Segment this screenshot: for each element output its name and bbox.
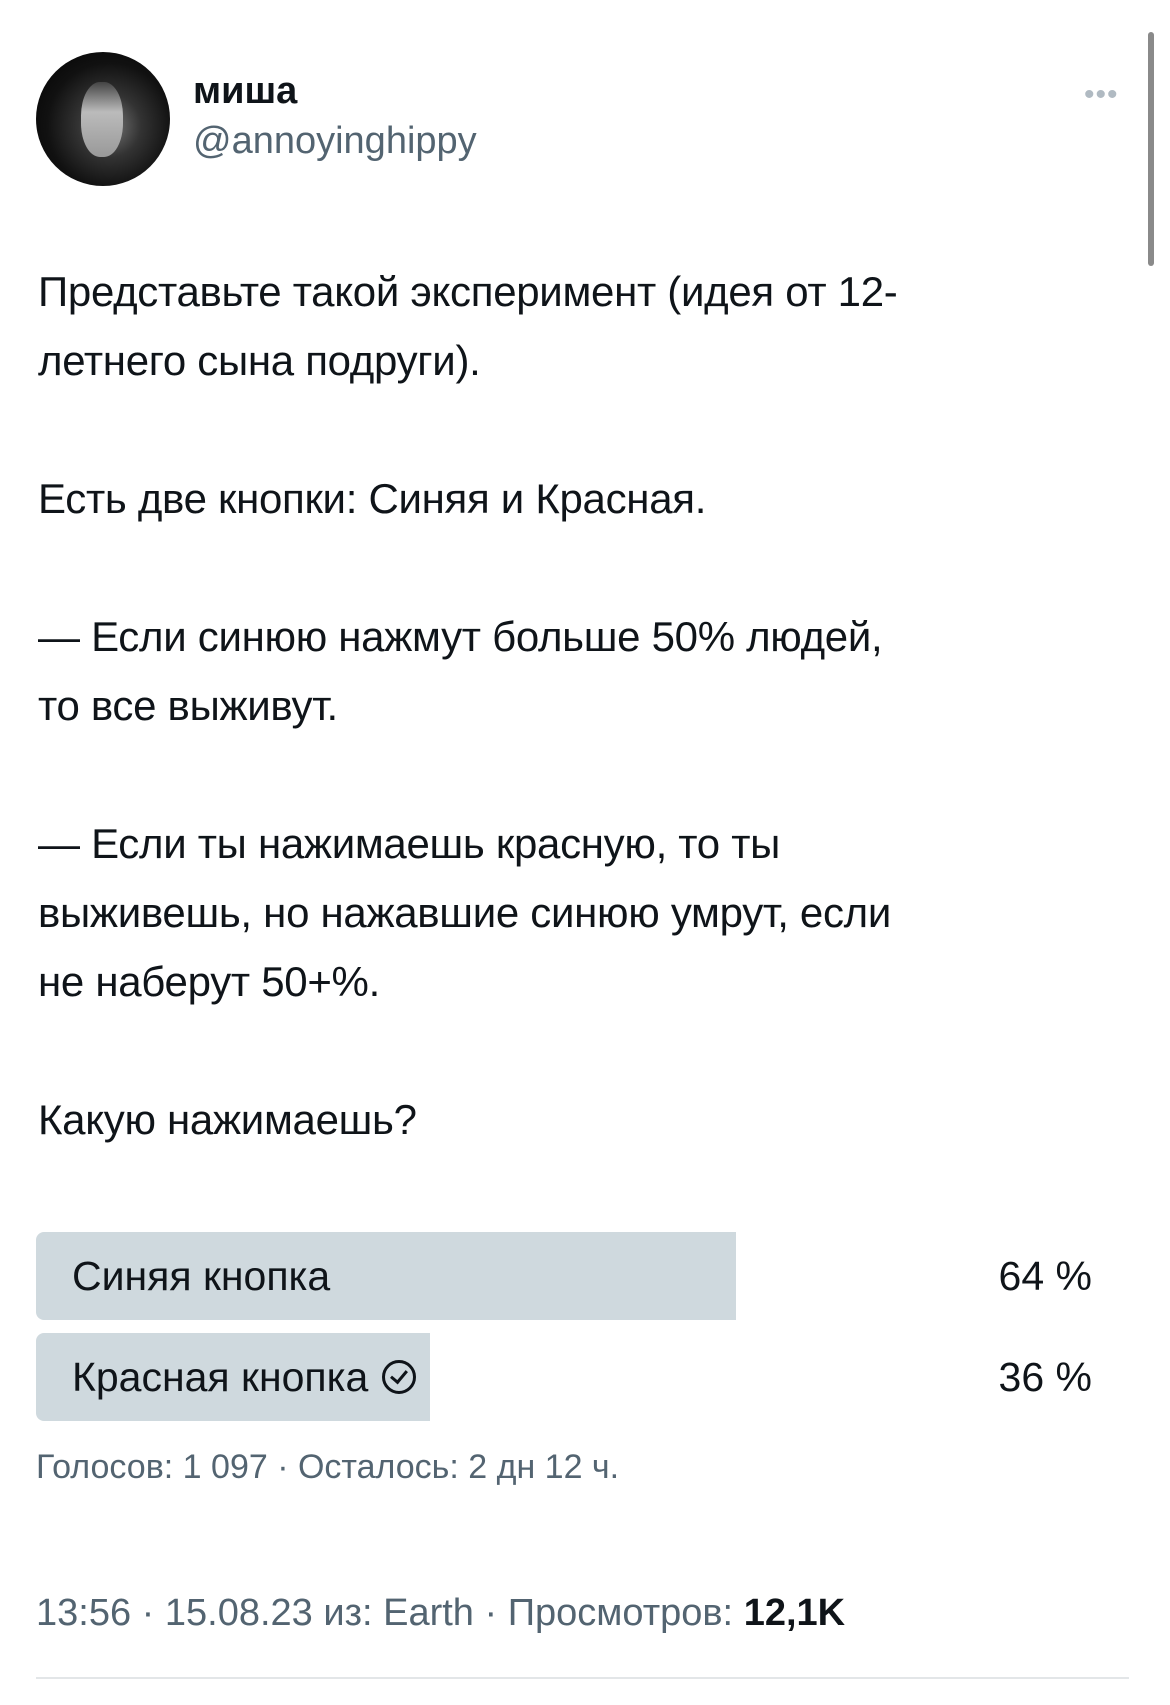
poll-bar-fill [36, 1333, 430, 1421]
author-handle[interactable]: @annoyinghippy [193, 120, 477, 162]
poll-option-label: Синяя кнопка [72, 1253, 331, 1299]
timestamp-text[interactable]: 13:56 · 15.08.23 из: Earth · Просмотров: [36, 1592, 744, 1634]
tweet-text: Представьте такой эксперимент (идея от 1… [38, 268, 898, 1143]
avatar-face [81, 82, 123, 157]
poll-option-label-wrap: Красная кнопка [72, 1333, 417, 1421]
poll-meta: Голосов: 1 097 · Осталось: 2 дн 12 ч. [36, 1448, 620, 1486]
tweet-timestamp: 13:56 · 15.08.23 из: Earth · Просмотров:… [36, 1592, 845, 1635]
divider [36, 1677, 1129, 1679]
poll-option-red[interactable]: Красная кнопка 36 % [36, 1333, 1132, 1421]
poll-option-percent: 64 % [998, 1253, 1092, 1299]
poll-option-label: Красная кнопка [72, 1354, 369, 1400]
view-count[interactable]: 12,1K [743, 1592, 846, 1634]
poll-option-blue[interactable]: Синяя кнопка 64 % [36, 1232, 1132, 1320]
ellipsis-icon[interactable]: ••• [1084, 78, 1119, 111]
check-circle-icon [382, 1360, 417, 1395]
poll-option-percent: 36 % [998, 1354, 1092, 1400]
scrollbar[interactable] [1148, 32, 1154, 266]
poll-bar-fill [36, 1232, 736, 1320]
author-name[interactable]: миша [193, 70, 298, 112]
avatar[interactable] [36, 52, 170, 186]
